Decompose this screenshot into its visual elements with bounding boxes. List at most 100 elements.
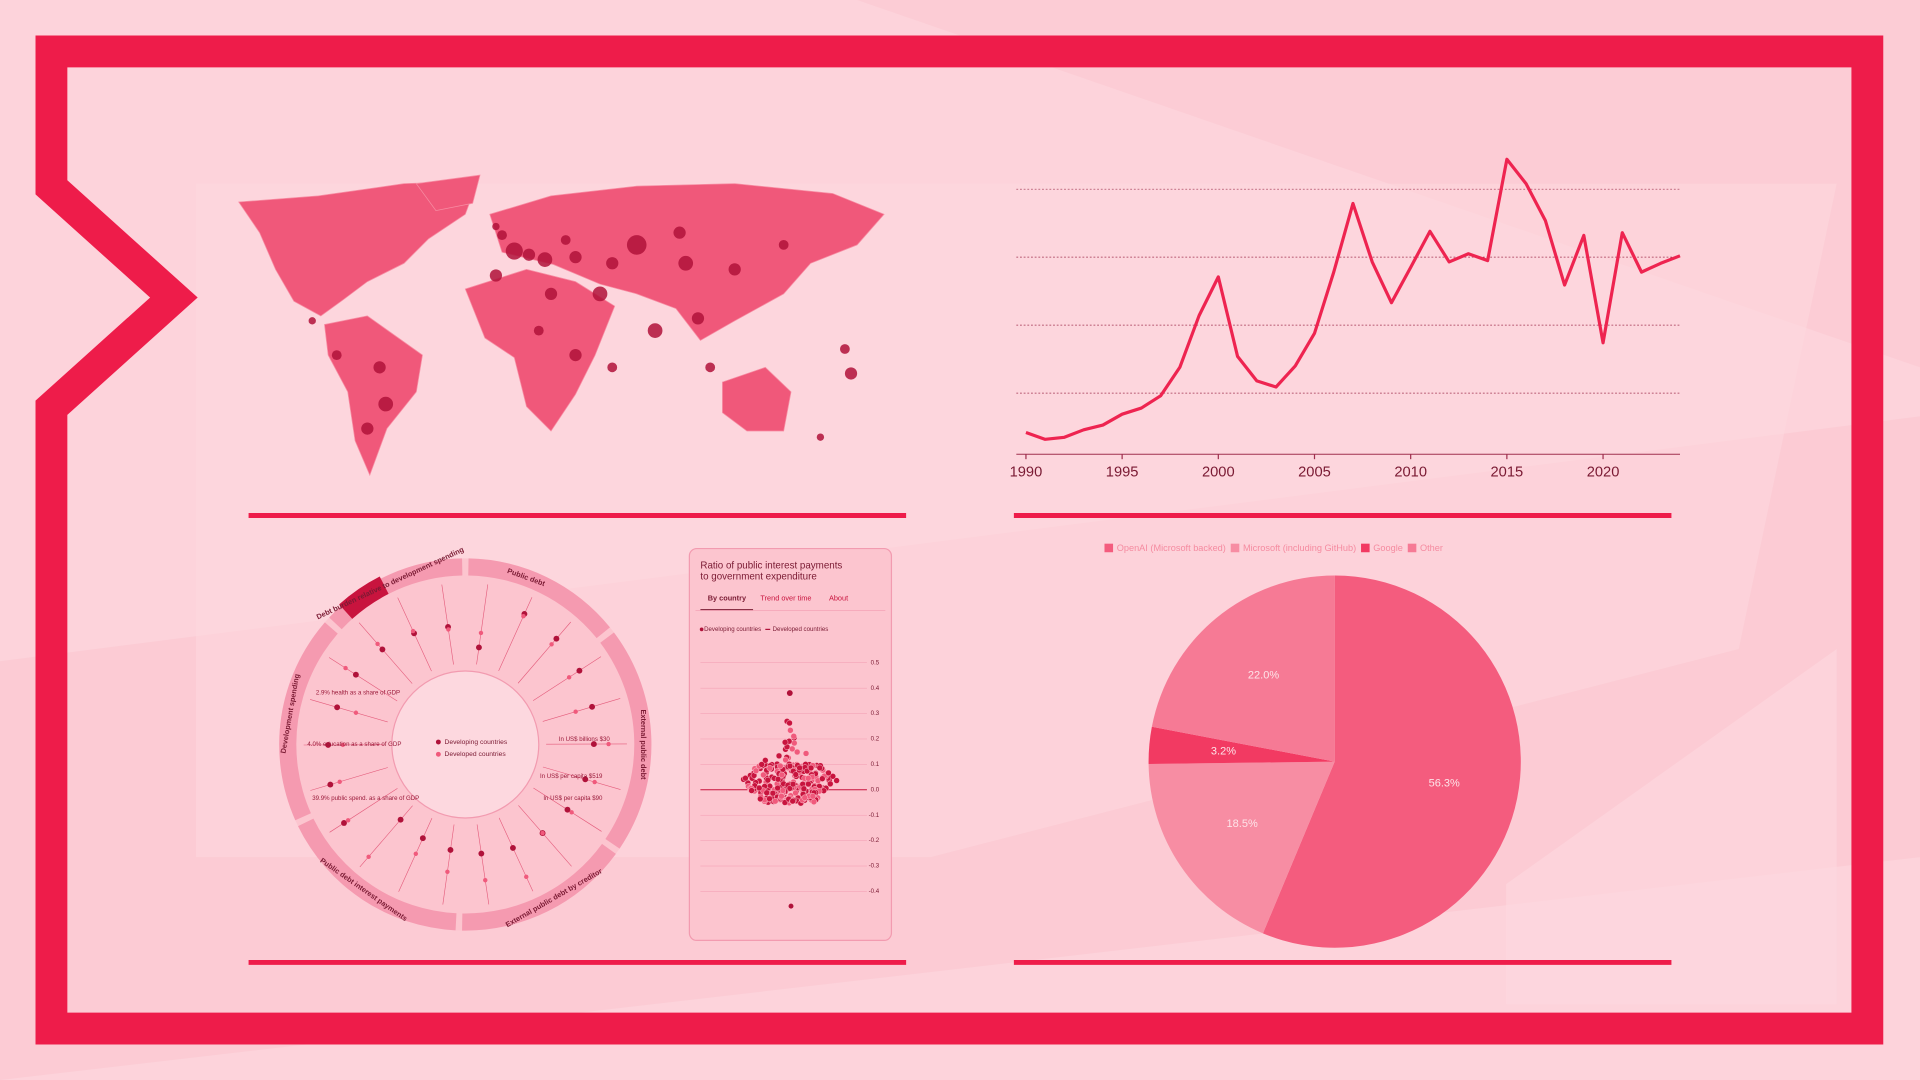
swarm-dot	[763, 789, 770, 796]
pie-chart: 56.3% 18.5% 3.2% 22.0% OpenAI (Microsoft bac…	[1104, 543, 1521, 948]
x-tick-label: 2020	[1587, 465, 1620, 481]
spoke-dot	[341, 820, 347, 826]
panel-tick-label: -0.1	[869, 812, 880, 819]
legend-swatch	[1230, 543, 1240, 553]
spoke-dot	[343, 665, 348, 671]
spoke-dot	[540, 830, 545, 836]
swarm-dot	[802, 750, 810, 757]
panel-tab[interactable]: About	[829, 594, 848, 603]
legend-swatch	[1361, 543, 1370, 553]
swarm-dot	[816, 764, 823, 772]
x-tick-label: 2015	[1491, 465, 1524, 481]
map-dot	[705, 362, 716, 373]
spoke-label: In US$ per capita $90	[543, 795, 603, 802]
ring-segment	[329, 558, 463, 630]
swarm-dot	[787, 727, 794, 734]
map-dot	[331, 350, 342, 360]
map-dot	[728, 263, 741, 276]
map-dot	[492, 222, 500, 231]
map-dot	[607, 362, 618, 373]
swarm-dot	[752, 767, 760, 774]
spoke-dot	[483, 877, 488, 883]
swarm-dot	[800, 785, 808, 792]
swarm-dot	[782, 756, 789, 764]
pie-slice	[1148, 726, 1335, 764]
spoke-dot	[589, 703, 596, 710]
swarm-dot	[792, 771, 799, 778]
map-dot	[844, 367, 858, 380]
swarm-dot	[769, 790, 777, 797]
swarm-dot	[778, 793, 785, 800]
spoke-dot	[590, 741, 597, 748]
pie-slice	[1148, 761, 1335, 934]
swarm-dot	[766, 795, 773, 802]
swarm-dot	[775, 752, 783, 760]
spoke	[517, 621, 571, 684]
spoke	[476, 584, 489, 665]
panel-title: Ratio of public interest payments to gove…	[700, 560, 842, 582]
swarm-dot	[762, 757, 769, 764]
pie-label: 3.2%	[1211, 746, 1236, 758]
pie-label: 18.5%	[1227, 818, 1258, 830]
ring-segment	[279, 622, 338, 821]
panel-tick-label: 0.4	[871, 685, 880, 692]
continent	[238, 180, 479, 317]
spoke-dot	[564, 806, 571, 813]
center-legend: Developing countries	[444, 739, 507, 746]
swarm-dot	[781, 739, 789, 746]
spoke	[358, 622, 413, 684]
spoke-dot	[592, 779, 597, 785]
legend-label: Other	[1420, 543, 1443, 553]
spoke-dot	[553, 635, 560, 642]
center-legend-dot	[435, 751, 441, 757]
map-dot	[533, 325, 544, 336]
x-tick-label: 2010	[1394, 465, 1427, 481]
panel-tab[interactable]: Trend over time	[760, 594, 811, 603]
map-dot	[606, 257, 619, 270]
x-tick-label: 1995	[1106, 465, 1139, 481]
map-dot	[489, 269, 503, 282]
legend-label: Microsoft (including GitHub)	[1243, 543, 1356, 553]
center-legend: Developed countries	[444, 751, 506, 758]
ring-segment	[298, 818, 457, 931]
panel-legend: Developed countries	[773, 626, 829, 633]
spoke-dot	[573, 709, 578, 714]
map-dot	[778, 240, 789, 250]
swarm-dot	[760, 771, 767, 779]
swarm-dot	[774, 784, 781, 792]
x-tick-label: 1990	[1010, 465, 1043, 481]
swarm-dot	[786, 719, 793, 727]
spoke-dot	[375, 641, 380, 647]
panel-tick-label: 0.1	[871, 761, 880, 768]
ring-segment	[600, 632, 652, 849]
map-dot	[378, 396, 394, 412]
frame	[35, 35, 1884, 1045]
spoke-dot	[569, 810, 574, 815]
swarm-dot	[789, 780, 797, 788]
spoke-dot	[445, 869, 450, 875]
spoke-dot	[337, 779, 342, 785]
spoke-dot	[478, 850, 485, 857]
panel	[688, 547, 893, 942]
map-dot	[647, 323, 663, 338]
panel-tick-label: 0.3	[871, 710, 880, 717]
panel-tick-label: -0.2	[869, 837, 880, 844]
center-legend-dot	[435, 739, 441, 745]
spoke	[518, 805, 572, 867]
map-dot	[537, 252, 553, 267]
continent	[722, 366, 792, 432]
swarm-dot	[794, 748, 801, 756]
swarm-dot	[807, 764, 815, 772]
spoke-dot	[366, 854, 371, 859]
swarm-dot	[778, 771, 786, 779]
map-dot	[373, 361, 386, 374]
swarm-dot	[819, 775, 826, 782]
x-tick-label: 2000	[1202, 465, 1235, 481]
spoke-dot	[478, 630, 484, 636]
legend-label: Google	[1373, 543, 1403, 553]
spoke-dot	[379, 646, 386, 653]
panel-tab[interactable]: By country	[708, 594, 747, 603]
radial-center	[391, 670, 540, 819]
panel-tick-label: -0.4	[869, 888, 880, 895]
